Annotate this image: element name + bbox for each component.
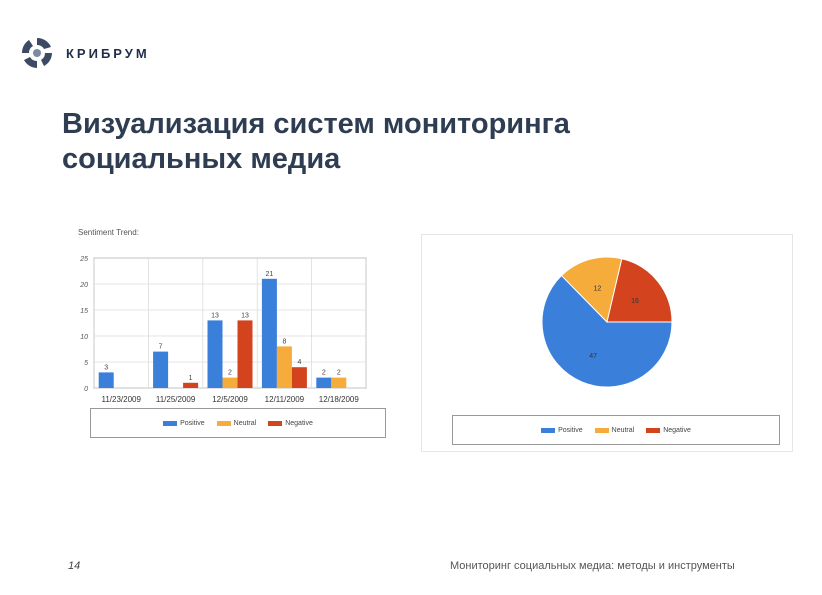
bar-positive xyxy=(207,320,223,388)
bar-chart-legend: Positive Neutral Negative xyxy=(90,408,386,438)
bar-value-label: 1 xyxy=(189,375,193,382)
pie-chart-legend: Positive Neutral Negative xyxy=(452,415,780,445)
brand-name: КРИБРУМ xyxy=(66,45,150,61)
bar-plot-area xyxy=(93,257,367,389)
bar-value-label: 2 xyxy=(337,370,341,377)
pie-slice-neutral xyxy=(560,256,623,323)
pie-chart: 47 12 16 xyxy=(541,256,673,388)
y-tick-label: 25 xyxy=(79,256,88,263)
bar-value-label: 13 xyxy=(241,312,249,319)
x-tick-label: 12/11/2009 xyxy=(265,395,305,404)
y-tick-label: 10 xyxy=(80,334,88,341)
legend-label: Neutral xyxy=(611,426,635,434)
legend-item-positive: Positive xyxy=(163,420,205,427)
bar-value-label: 8 xyxy=(282,338,286,345)
legend-swatch xyxy=(216,420,231,426)
bar-negative xyxy=(183,382,199,388)
bar-positive xyxy=(316,377,332,388)
x-tick-label: 11/23/2009 xyxy=(101,395,141,404)
brand-logo: КРИБРУМ xyxy=(20,36,150,70)
bar-value-label: 13 xyxy=(211,312,219,319)
legend-swatch xyxy=(268,420,283,426)
legend-item-negative: Negative xyxy=(268,420,313,427)
y-tick-label: 20 xyxy=(79,282,88,289)
sentiment-trend-chart-panel: Sentiment Trend: 0 5 10 15 20 25 3 11/23/2009 7 1… xyxy=(64,214,398,444)
legend-label: Negative xyxy=(285,419,313,427)
kribrum-logo-icon xyxy=(21,37,52,68)
y-tick-label: 5 xyxy=(84,360,88,367)
bar-value-label: 21 xyxy=(266,271,274,278)
title-line-1: Визуализация систем мониторинга xyxy=(62,108,570,140)
bar-negative xyxy=(237,320,253,388)
bar-neutral xyxy=(222,377,238,388)
y-tick-label: 15 xyxy=(80,308,88,315)
legend-label: Neutral xyxy=(233,419,257,427)
legend-swatch xyxy=(646,427,661,433)
legend-item-positive: Positive xyxy=(541,427,583,434)
slide-title: Визуализация систем мониторинга социальн… xyxy=(62,107,742,177)
bar-value-label: 2 xyxy=(322,370,326,377)
bar-value-label: 4 xyxy=(297,359,301,366)
bar-chart: 0 5 10 15 20 25 3 11/23/2009 7 1 11/25/2009 13 2 13 12… xyxy=(79,256,367,404)
legend-label: Positive xyxy=(180,419,205,427)
x-tick-label: 12/18/2009 xyxy=(319,395,360,404)
bar-positive xyxy=(153,351,169,388)
pie-slice-negative xyxy=(606,258,673,323)
legend-label: Positive xyxy=(558,426,583,434)
pie-slice-positive xyxy=(541,274,673,388)
legend-item-neutral: Neutral xyxy=(594,426,635,434)
legend-swatch xyxy=(163,420,178,426)
bar-value-label: 2 xyxy=(228,370,232,377)
pie-value-label: 47 xyxy=(589,353,597,360)
x-tick-label: 12/5/2009 xyxy=(212,395,248,404)
legend-label: Negative xyxy=(663,426,691,434)
legend-item-neutral: Neutral xyxy=(216,419,257,427)
pie-value-label: 12 xyxy=(593,286,601,293)
sentiment-pie-chart-panel: 47 12 16 Positive Neutral Negative xyxy=(421,234,793,452)
page-number: 14 xyxy=(68,560,81,572)
x-tick-label: 11/25/2009 xyxy=(156,395,196,404)
legend-swatch xyxy=(594,427,609,433)
bar-value-label: 3 xyxy=(104,364,108,371)
title-line-2: социальных медиа xyxy=(62,143,341,175)
legend-item-negative: Negative xyxy=(646,427,691,434)
footer-caption: Мониторинг социальных медиа: методы и ин… xyxy=(450,560,735,572)
bar-neutral xyxy=(276,346,292,388)
bar-value-label: 7 xyxy=(159,344,163,351)
y-tick-label: 0 xyxy=(84,386,88,393)
bar-neutral xyxy=(331,377,347,388)
pie-value-label: 16 xyxy=(631,298,639,305)
bar-negative xyxy=(291,367,307,388)
bar-positive xyxy=(261,278,277,388)
bar-chart-subtitle: Sentiment Trend: xyxy=(78,228,139,237)
legend-swatch xyxy=(541,427,556,433)
bar-positive xyxy=(98,372,114,388)
